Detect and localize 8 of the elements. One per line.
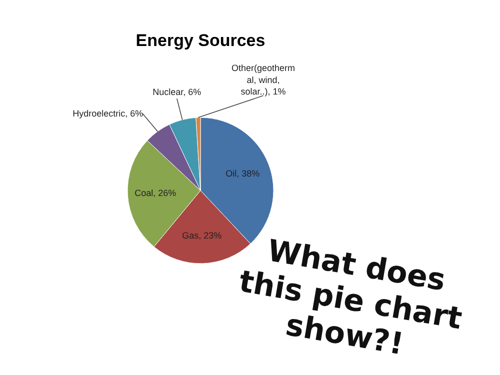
- slice-label: Coal, 26%: [134, 188, 176, 198]
- slice-label: Nuclear, 6%: [152, 87, 202, 98]
- slice-label: Oil, 38%: [226, 168, 260, 179]
- chart-title: Energy Sources: [136, 31, 266, 50]
- slice-label: Gas, 23%: [182, 230, 222, 240]
- slice-label: Hydroelectric, 6%: [72, 108, 144, 118]
- text: What does this pie chart show?!: [236, 234, 465, 362]
- slice-label: Other(geothermal, wind, solar..), 1%: [231, 63, 295, 96]
